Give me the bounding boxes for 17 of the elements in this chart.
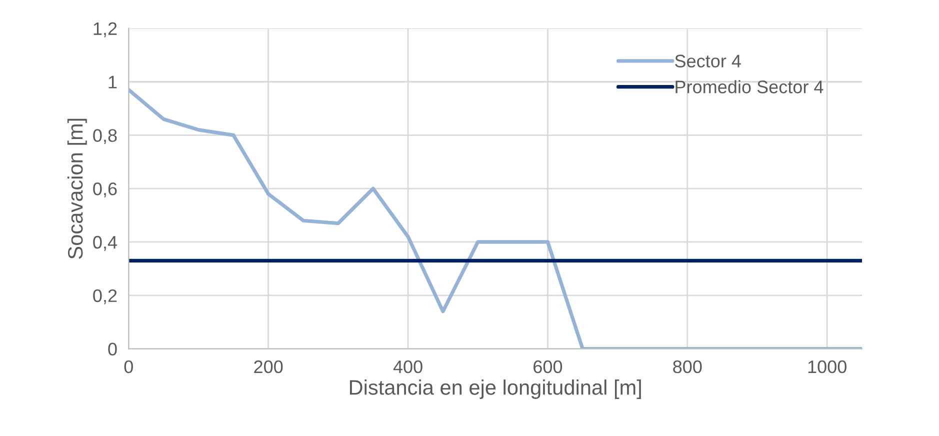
- y-tick-label: 1: [108, 76, 117, 88]
- x-tick-label: 200: [254, 360, 283, 374]
- x-tick-label: 600: [534, 360, 562, 374]
- legend-label: Sector 4: [675, 54, 741, 68]
- x-tick-label: 1000: [808, 360, 846, 374]
- y-tick-label: 0,4: [93, 236, 118, 251]
- x-tick-label: 400: [393, 360, 422, 374]
- y-tick-label: 0,2: [93, 289, 117, 304]
- x-tick-label: 0: [124, 360, 133, 374]
- y-tick-label: 0,6: [93, 182, 117, 198]
- x-axis-title: Distancia en eje longitudinal [m]: [350, 380, 641, 399]
- y-tick-label: 0,8: [93, 129, 117, 144]
- y-tick-label: 0: [108, 342, 117, 356]
- legend-label: Promedio Sector 4: [676, 80, 824, 94]
- y-axis-title: Socavacion [m]: [67, 118, 87, 259]
- y-tick-label: 1,2: [94, 22, 117, 38]
- x-tick-label: 800: [673, 360, 702, 374]
